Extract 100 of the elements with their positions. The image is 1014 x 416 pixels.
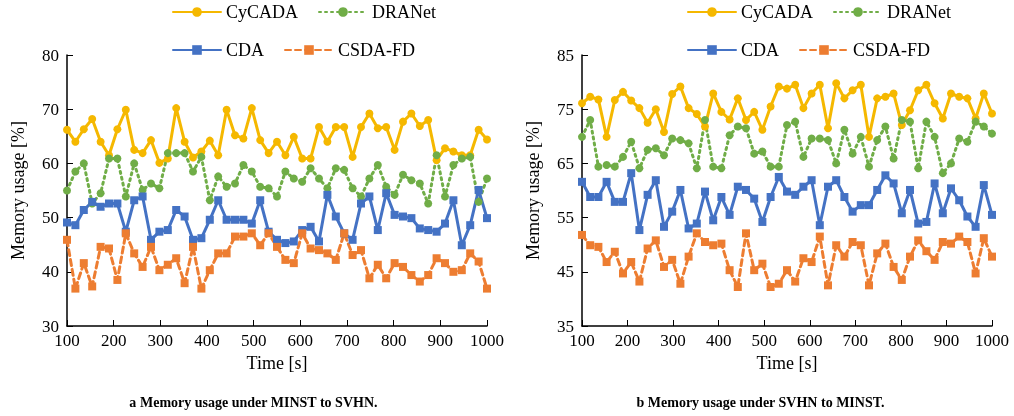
point <box>281 239 290 248</box>
point <box>873 249 882 258</box>
point <box>979 234 988 243</box>
point <box>264 184 273 193</box>
point <box>881 171 890 180</box>
point <box>71 221 80 230</box>
point <box>399 212 407 221</box>
point <box>873 185 882 194</box>
point <box>602 132 611 141</box>
point <box>390 190 399 199</box>
point <box>676 279 685 288</box>
point <box>586 92 595 101</box>
point <box>988 252 996 261</box>
point <box>807 176 816 185</box>
point <box>955 92 964 101</box>
point <box>692 219 701 228</box>
point <box>783 266 791 275</box>
point <box>635 277 644 286</box>
point <box>668 134 677 143</box>
point <box>692 164 701 173</box>
y-tick-label: 50 <box>42 208 59 228</box>
point <box>627 96 636 105</box>
point <box>881 122 890 131</box>
point <box>415 277 424 286</box>
point <box>189 167 197 176</box>
point <box>889 262 898 271</box>
point <box>824 182 832 191</box>
point <box>113 199 122 208</box>
point <box>365 274 374 283</box>
point <box>766 282 775 291</box>
point <box>424 226 433 235</box>
point <box>627 137 636 146</box>
legend-label: CDA <box>226 40 265 60</box>
point <box>832 159 841 168</box>
point <box>373 124 382 133</box>
point <box>172 149 181 158</box>
point <box>914 86 923 95</box>
point <box>331 255 340 264</box>
point <box>791 277 800 286</box>
point <box>273 137 281 146</box>
point <box>750 266 759 275</box>
point <box>815 134 824 143</box>
point <box>130 159 139 168</box>
point <box>96 189 105 198</box>
point <box>840 94 849 103</box>
point <box>281 167 290 176</box>
point <box>256 136 265 145</box>
point <box>938 169 947 178</box>
point <box>348 152 357 161</box>
point <box>214 172 223 181</box>
y-tick-label: 45 <box>557 262 574 282</box>
point <box>155 158 164 167</box>
point <box>774 172 783 181</box>
point <box>930 179 939 188</box>
point <box>247 167 256 176</box>
point <box>783 84 791 93</box>
point <box>441 259 449 268</box>
point <box>701 187 709 196</box>
point <box>121 105 130 114</box>
point <box>799 254 808 263</box>
point <box>399 262 407 271</box>
y-tick-label: 60 <box>42 153 59 173</box>
point <box>466 249 475 258</box>
point <box>807 89 816 98</box>
point <box>105 244 113 253</box>
point <box>897 209 906 218</box>
point <box>733 182 742 191</box>
point <box>289 132 298 141</box>
point <box>873 136 882 145</box>
point <box>979 181 988 190</box>
point <box>742 185 750 194</box>
point <box>578 99 586 108</box>
point <box>441 192 449 201</box>
point <box>130 145 139 154</box>
point <box>289 237 298 246</box>
point <box>441 144 449 153</box>
point <box>733 282 742 291</box>
y-tick-label: 80 <box>42 45 59 65</box>
point <box>701 237 709 246</box>
point <box>205 215 214 224</box>
point <box>306 154 315 163</box>
point <box>684 252 693 261</box>
point <box>231 179 239 188</box>
point <box>483 284 491 293</box>
y-tick-label: 55 <box>557 208 574 228</box>
point <box>955 134 964 143</box>
point <box>635 226 644 235</box>
point <box>138 149 147 158</box>
y-tick-label: 70 <box>42 99 59 119</box>
point <box>709 162 718 171</box>
point <box>873 94 882 103</box>
point <box>348 184 357 193</box>
point <box>594 193 603 201</box>
point <box>315 174 323 183</box>
point <box>289 174 298 183</box>
point <box>222 182 231 191</box>
point <box>331 212 340 221</box>
point <box>155 266 164 275</box>
legend-label: CyCADA <box>226 2 299 22</box>
point <box>832 176 841 185</box>
